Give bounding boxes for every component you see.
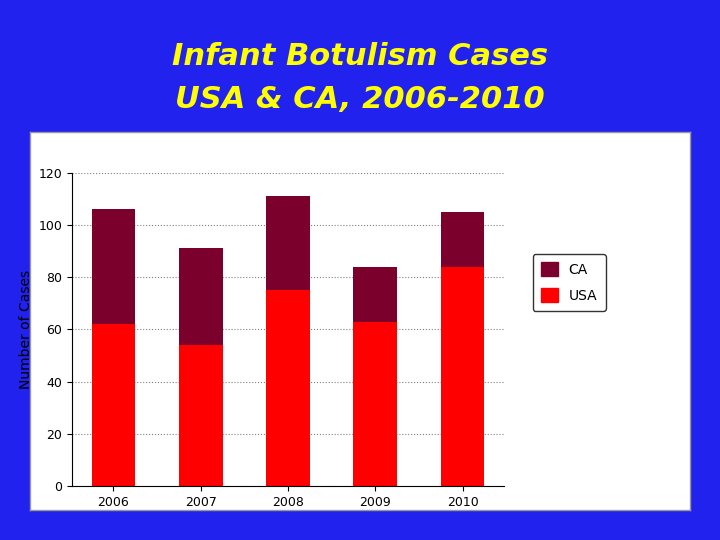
Y-axis label: Number of Cases: Number of Cases: [19, 270, 33, 389]
Bar: [354, 322, 397, 486]
Bar: [266, 197, 310, 291]
Legend: CA, USA: CA, USA: [533, 254, 606, 311]
Bar: [179, 345, 222, 486]
Bar: [354, 267, 397, 322]
Bar: [91, 210, 135, 324]
Bar: [91, 324, 135, 486]
Bar: [441, 212, 485, 267]
Text: Infant Botulism Cases: Infant Botulism Cases: [172, 42, 548, 71]
Bar: [179, 248, 222, 345]
Bar: [266, 291, 310, 486]
Bar: [441, 267, 485, 486]
Text: USA & CA, 2006-2010: USA & CA, 2006-2010: [175, 85, 545, 114]
